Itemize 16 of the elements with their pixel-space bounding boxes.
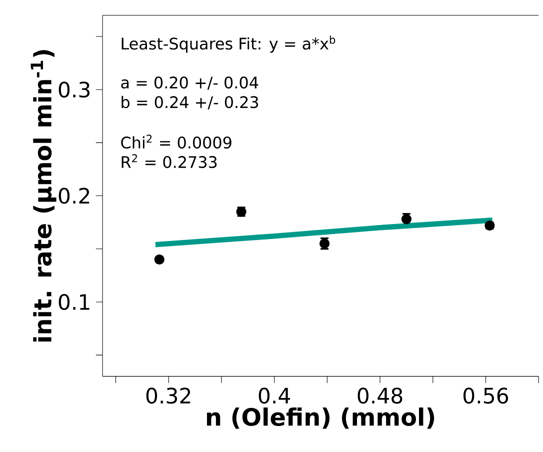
y-tick-label: 0.1 xyxy=(58,294,90,310)
annotation: a = 0.20 +/- 0.04 xyxy=(121,76,258,90)
x-axis-title: n (Olefin) (mmol) xyxy=(206,408,434,429)
point xyxy=(401,214,412,224)
x-tick-label: 0.4 xyxy=(258,388,290,404)
annotation: Chi$^{2}$ = 0.0009 xyxy=(121,134,232,149)
y-tick-label: 0.3 xyxy=(58,82,90,98)
y-axis-title: init. rate (µmol min$^{-1}$) xyxy=(30,50,56,342)
annotation: Least-Squares Fit: y = a*x$^{b}$ xyxy=(122,36,336,53)
y-tick-label: 0.2 xyxy=(58,188,90,204)
x-tick-label: 0.32 xyxy=(146,388,190,404)
point xyxy=(154,254,164,265)
x-tick-label: 0.56 xyxy=(463,388,508,404)
x-tick-label: 0.48 xyxy=(358,388,402,404)
annotation: R$^{2}$ = 0.2733 xyxy=(122,154,217,168)
annotation: b = 0.24 +/- 0.23 xyxy=(122,96,258,110)
